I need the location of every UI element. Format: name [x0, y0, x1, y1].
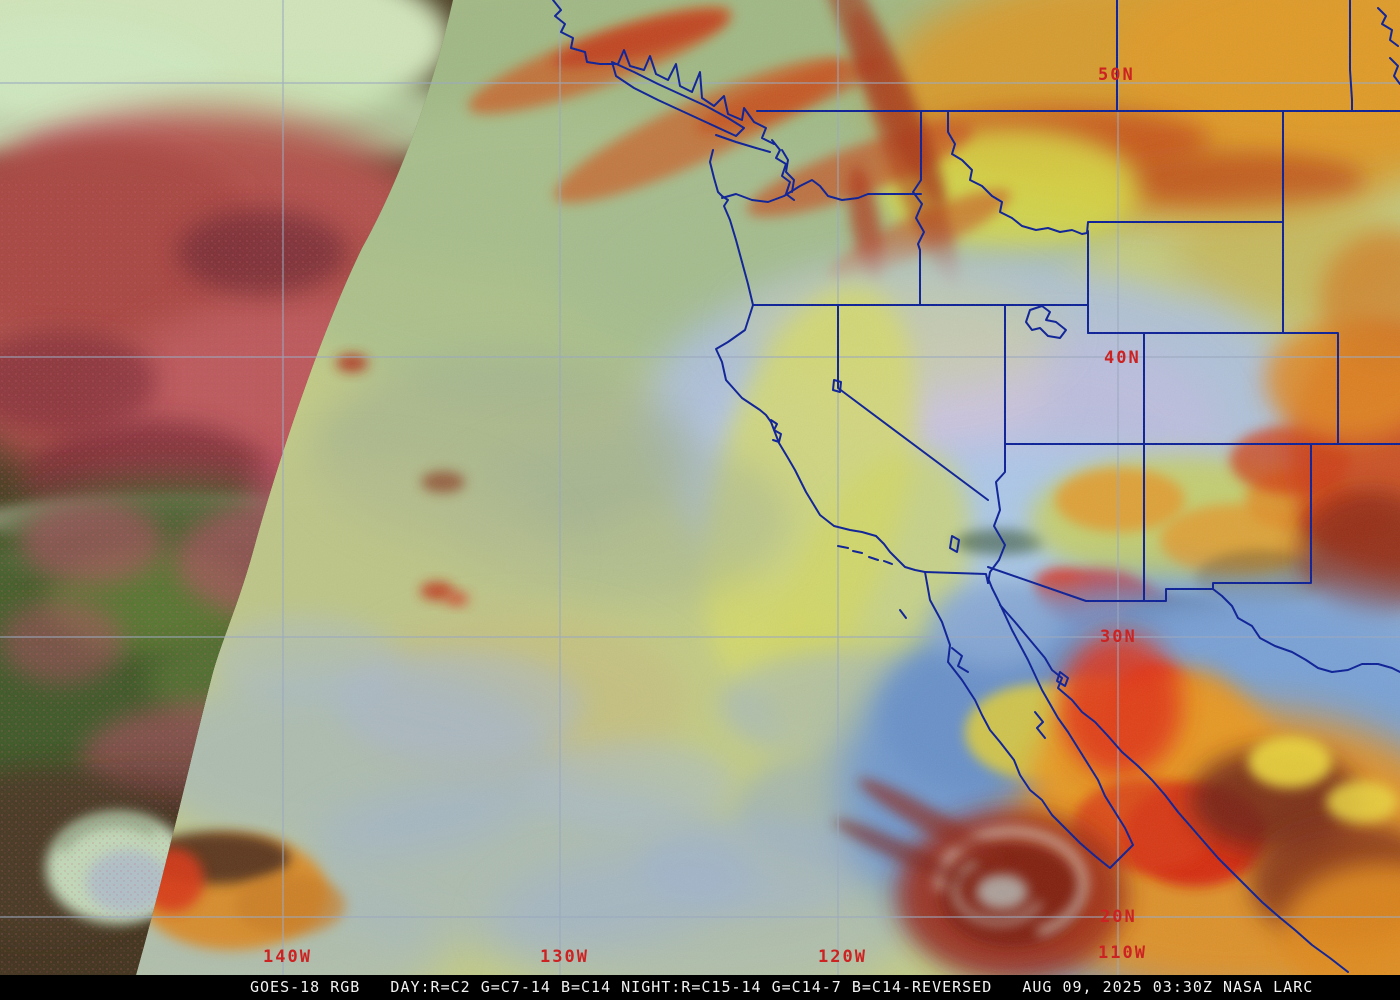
lon-label-140w: 140W — [263, 947, 312, 967]
lat-label-20n: 20N — [1100, 907, 1137, 927]
lat-label-30n: 30N — [1100, 627, 1137, 647]
lat-label-40n: 40N — [1104, 348, 1141, 368]
lon-label-120w: 120W — [818, 947, 867, 967]
lon-label-130w: 130W — [540, 947, 589, 967]
grid-labels: 50N 40N 30N 20N 140W 130W 120W 110W — [263, 65, 1147, 967]
grain-overlay — [0, 0, 1400, 975]
satellite-map: 50N 40N 30N 20N 140W 130W 120W 110W — [0, 0, 1400, 975]
lat-label-50n: 50N — [1098, 65, 1135, 85]
lon-label-110w: 110W — [1098, 943, 1147, 963]
status-bar: GOES-18 RGB DAY:R=C2 G=C7-14 B=C14 NIGHT… — [0, 975, 1400, 1000]
